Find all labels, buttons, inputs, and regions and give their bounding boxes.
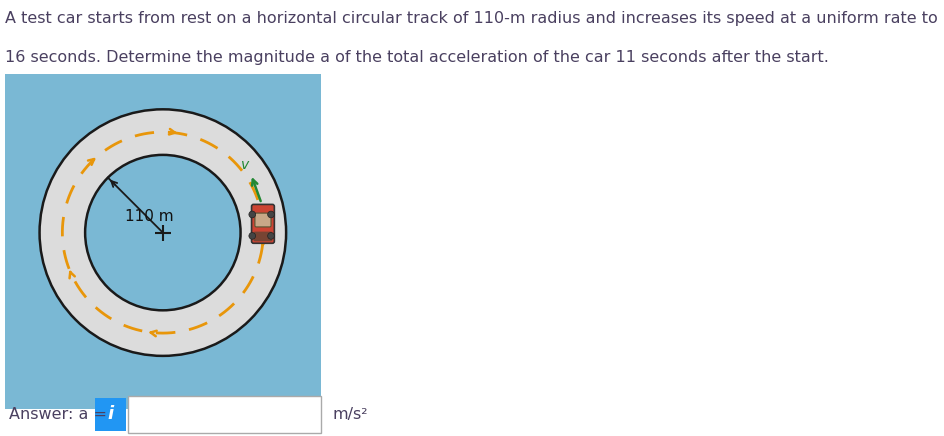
Text: m/s²: m/s² xyxy=(332,407,368,422)
FancyBboxPatch shape xyxy=(127,396,321,433)
Circle shape xyxy=(268,211,275,218)
Circle shape xyxy=(85,155,241,310)
FancyBboxPatch shape xyxy=(255,213,271,227)
Text: 110 m: 110 m xyxy=(126,209,174,224)
FancyBboxPatch shape xyxy=(251,204,275,243)
Text: v: v xyxy=(242,158,249,172)
FancyBboxPatch shape xyxy=(254,232,272,241)
Circle shape xyxy=(268,232,275,239)
Circle shape xyxy=(40,109,286,356)
FancyBboxPatch shape xyxy=(95,398,126,431)
Circle shape xyxy=(249,232,256,239)
Circle shape xyxy=(249,211,256,218)
Text: i: i xyxy=(108,405,113,423)
Text: Answer: a =: Answer: a = xyxy=(9,407,108,422)
Text: A test car starts from rest on a horizontal circular track of 110-m radius and i: A test car starts from rest on a horizon… xyxy=(5,11,944,26)
Text: 16 seconds. Determine the magnitude a of the total acceleration of the car 11 se: 16 seconds. Determine the magnitude a of… xyxy=(5,50,829,65)
